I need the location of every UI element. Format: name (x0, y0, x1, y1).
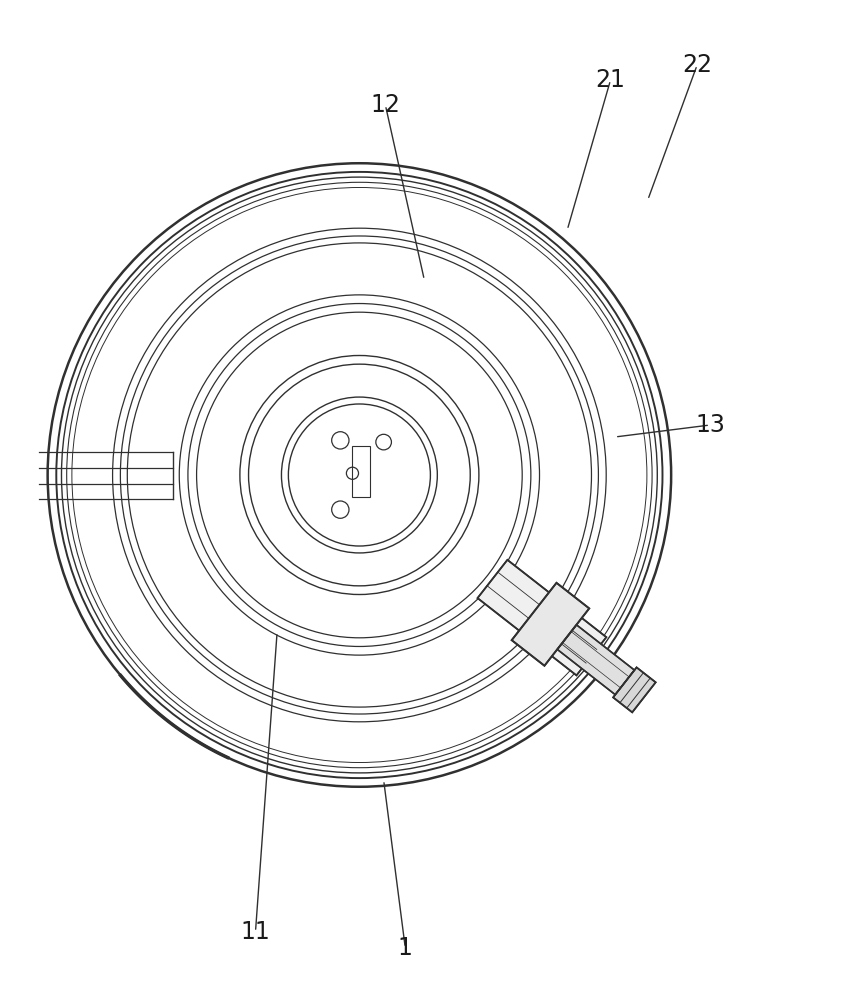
Text: 13: 13 (695, 413, 725, 437)
Text: 11: 11 (241, 920, 270, 944)
Polygon shape (477, 560, 606, 675)
Text: 1: 1 (397, 936, 413, 960)
Polygon shape (512, 583, 589, 666)
Text: 22: 22 (682, 53, 712, 77)
Text: 21: 21 (596, 68, 625, 92)
Polygon shape (613, 667, 656, 712)
Polygon shape (557, 625, 635, 695)
Bar (352, 446, 370, 497)
Text: 12: 12 (371, 93, 400, 117)
